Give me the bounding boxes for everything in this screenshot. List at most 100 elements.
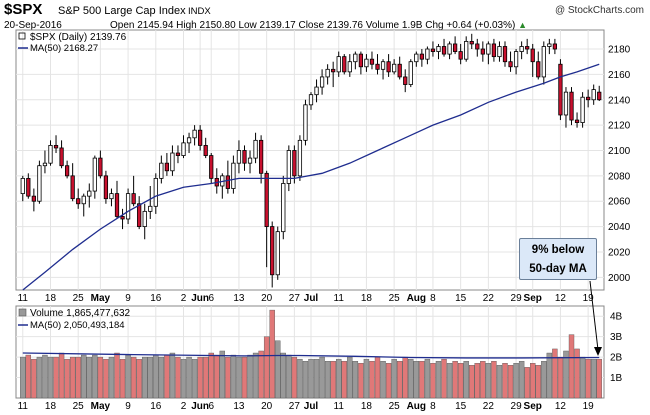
quote-values: Open 2145.94 High 2150.80 Low 2139.17 Cl… [110,20,516,31]
candle [530,48,535,63]
volume-bar [590,358,597,399]
x-tick-label: 2 [181,293,187,304]
candle [464,41,469,60]
volume-x-tick-label: 27 [289,401,301,412]
volume-x-tick-label: 18 [45,401,57,412]
x-tick-label: 25 [389,293,401,304]
volume-bar [130,356,137,399]
candle [525,46,530,50]
candle [586,96,591,101]
candle [491,43,497,58]
candle [458,51,463,60]
volume-bar [142,356,148,399]
volume-bar [518,361,525,399]
volume-bar [97,356,104,399]
candle [92,157,97,192]
price-tick-label: 2060 [608,197,631,208]
volume-tick-label: 1B [610,373,623,384]
volume-bar [236,356,242,399]
candle [76,198,81,205]
candle [369,58,375,65]
volume-bar [169,352,176,399]
volume-bar [463,361,469,399]
volume-bar [369,361,375,399]
volume-bar [164,354,170,399]
candle [175,152,181,156]
annotation-line-1: 9% below [531,244,585,256]
volume-bar [552,348,558,399]
volume-x-tick-label: Jul [304,401,319,412]
volume-x-tick-label: 6 [208,401,214,412]
candle [37,165,42,202]
candle [452,43,458,52]
candle [497,46,502,58]
volume-bar [175,356,181,399]
volume-bar [541,361,547,399]
volume-bar [58,352,65,399]
volume-bar [546,352,553,399]
x-tick-label: 18 [361,293,373,304]
volume-bar [319,356,325,399]
candle [109,193,114,200]
candle [42,162,48,167]
candle [469,41,474,45]
candle [563,91,569,116]
volume-bar [430,363,436,399]
candle [253,139,258,159]
volume-x-tick-label: May [91,401,111,412]
volume-bar [81,354,87,399]
volume-bar [92,354,98,399]
annotation-line-2: 50-day MA [529,263,587,275]
volume-x-tick-label: Aug [407,401,426,412]
price-tick-label: 2140 [608,95,631,106]
legend-ma50: MA(50) 2168.27 [30,43,98,54]
volume-bar [147,356,153,399]
candle [81,195,86,205]
volume-bar [313,358,320,399]
volume-bar [480,361,486,399]
volume-bar [391,358,397,399]
candle [386,61,391,73]
candle [142,210,147,227]
candle [48,145,53,164]
volume-bar [579,356,586,399]
up-arrow-icon: ▲ [518,20,528,30]
candle [192,129,197,139]
candle [597,91,602,101]
candle [308,94,314,106]
volume-bar [530,363,536,399]
volume-tick-label: 3B [610,332,623,343]
candle [31,195,36,202]
volume-bar [491,361,497,399]
candle [286,150,291,184]
volume-x-tick-label: 8 [430,401,436,412]
below-ma-annotation: 9% below 50-day MA [519,238,597,280]
candle [347,61,352,73]
candle [236,150,242,164]
volume-bar [47,356,54,399]
candle [53,145,59,149]
annotation-arrow-head [594,347,602,356]
x-tick-label: 29 [511,293,523,304]
volume-bar [25,354,32,399]
volume-bar [42,354,48,399]
volume-bar [413,361,420,399]
candle [392,63,397,73]
candle [258,139,264,174]
candle [87,190,92,197]
candle [297,139,303,177]
volume-bar [585,358,591,399]
candle [430,48,436,52]
candle [59,147,64,167]
x-tick-label: 27 [289,293,301,304]
volume-bar [75,356,81,399]
candle [547,43,552,47]
candle [502,46,508,63]
candle [558,63,563,116]
x-tick-label: 16 [150,293,162,304]
candle [408,61,413,85]
volume-x-tick-label: 22 [483,401,495,412]
x-tick-label: May [91,293,111,304]
candle [137,203,142,227]
